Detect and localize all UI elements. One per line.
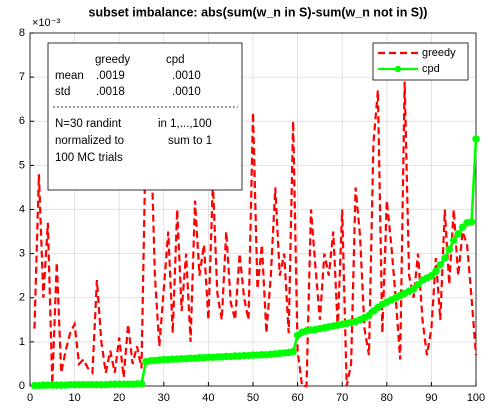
- series-marker: [441, 254, 449, 262]
- annotation-cell: mean: [55, 70, 84, 82]
- annotation-header: greedy: [95, 54, 130, 66]
- x-tick-label: 20: [113, 392, 125, 404]
- annotation-cell: .0019: [96, 70, 125, 82]
- axes-box: [29, 32, 477, 387]
- legend-box: [372, 42, 469, 81]
- y-tick-label: 3: [19, 248, 25, 260]
- x-tick-label: 10: [68, 392, 80, 404]
- series-marker: [458, 223, 467, 231]
- y-tick-label: 4: [19, 203, 25, 215]
- x-tick-label: 80: [381, 392, 393, 404]
- y-tick-label: 8: [19, 27, 25, 39]
- series-marker: [436, 260, 445, 269]
- x-tick-label: 50: [247, 392, 259, 404]
- annotation-cell: .0010: [172, 70, 201, 82]
- chart-title: subset imbalance: abs(sum(w_n in S)-sum(…: [89, 5, 428, 19]
- annotation-header: cpd: [166, 54, 185, 66]
- y-tick-label: 2: [19, 292, 25, 304]
- series-marker: [427, 271, 436, 280]
- series-marker: [289, 347, 297, 356]
- annotation-cell: .0010: [172, 86, 201, 98]
- series-marker: [432, 267, 440, 275]
- y-tick-label: 7: [19, 71, 25, 83]
- legend-label: greedy: [422, 47, 456, 59]
- y-tick-label: 6: [19, 115, 25, 127]
- annotation-box: [47, 42, 243, 191]
- annotation-note: normalized to: [55, 135, 124, 147]
- annotation-note: 100 MC trials: [55, 152, 123, 164]
- series-marker: [137, 380, 146, 388]
- x-tick-label: 60: [291, 392, 303, 404]
- x-tick-label: 90: [425, 392, 437, 404]
- annotation-note: sum to 1: [168, 135, 212, 147]
- series-marker: [365, 311, 373, 320]
- annotation-note: in 1,...,100: [158, 118, 212, 130]
- x-tick-label: 0: [27, 392, 33, 404]
- x-tick-label: 70: [336, 392, 348, 404]
- legend-label: cpd: [422, 63, 440, 75]
- series-marker: [414, 280, 422, 289]
- y-tick-label: 1: [19, 336, 25, 348]
- series-marker: [450, 236, 458, 245]
- series-marker: [445, 245, 453, 253]
- x-tick-label: 30: [158, 392, 170, 404]
- series-marker: [454, 230, 462, 238]
- x-tick-label: 40: [202, 392, 214, 404]
- annotation-note: N=30 randint: [55, 118, 122, 130]
- series-marker: [467, 218, 476, 226]
- series-marker: [472, 135, 480, 143]
- y-tick-label: 0: [19, 380, 25, 392]
- annotation-cell: .0018: [96, 86, 125, 98]
- legend-marker: [394, 65, 402, 73]
- series-marker: [409, 285, 418, 293]
- series-line: [33, 81, 478, 388]
- annotation-cell: std: [55, 86, 70, 98]
- y-tick-label: 5: [19, 159, 25, 171]
- y-exponent: ×10⁻³: [32, 17, 60, 29]
- x-tick-label: 100: [467, 392, 485, 404]
